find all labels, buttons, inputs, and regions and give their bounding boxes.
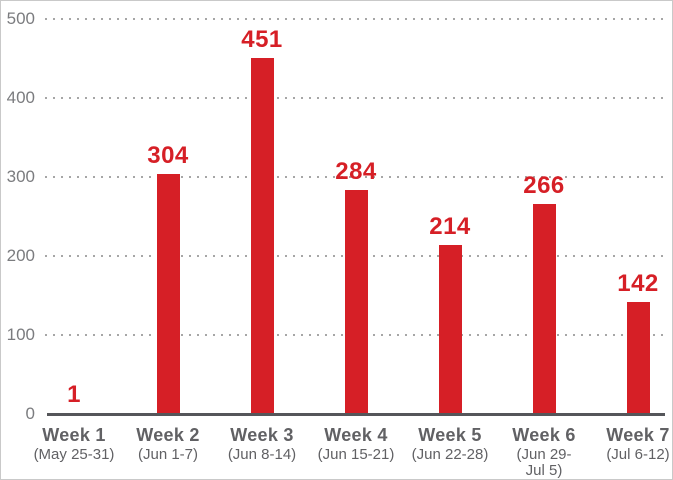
category-date-range-label: (Jun 8-14) (227, 446, 297, 463)
y-axis-tick-label-100: 100 (6, 325, 35, 344)
x-axis-category-label-week-4: Week 4 (Jun 15-21) (309, 424, 403, 463)
y-axis-tick-label-300: 300 (6, 167, 35, 186)
category-week-label: Week 4 (324, 425, 388, 445)
bar-week-3 (251, 58, 274, 414)
y-gridline-300 (45, 176, 665, 178)
y-gridline-400 (45, 97, 665, 99)
y-axis-tick-label-200: 200 (6, 246, 35, 265)
y-gridline-500 (45, 18, 665, 20)
category-date-range-label: (May 25-31) (33, 446, 115, 463)
y-axis-tick-label-400: 400 (6, 88, 35, 107)
bar-value-label-week-2: 304 (147, 142, 189, 169)
bar-week-2 (157, 174, 180, 414)
bar-value-label-week-4: 284 (335, 158, 377, 185)
bar-value-label-week-1: 1 (67, 381, 81, 408)
bar-value-label-week-3: 451 (241, 26, 283, 53)
x-axis-category-label-week-7: Week 7 (Jul 6-12) (591, 424, 672, 463)
category-week-label: Week 6 (512, 425, 576, 445)
x-axis-category-label-week-5: Week 5 (Jun 22-28) (403, 424, 497, 463)
category-week-label: Week 1 (42, 425, 106, 445)
bar-value-label-week-5: 214 (429, 213, 471, 240)
category-date-range-label: (Jun 1-7) (137, 446, 199, 463)
x-axis-category-label-week-1: Week 1 (May 25-31) (27, 424, 121, 463)
bar-week-4 (345, 190, 368, 414)
category-date-range-label: (Jun 22-28) (411, 446, 489, 463)
x-axis-line (47, 413, 665, 416)
category-week-label: Week 5 (418, 425, 482, 445)
y-axis-tick-label-0: 0 (25, 404, 35, 423)
bar-week-6 (533, 204, 556, 414)
x-axis-category-label-week-3: Week 3 (Jun 8-14) (215, 424, 309, 463)
x-axis-category-label-week-2: Week 2 (Jun 1-7) (121, 424, 215, 463)
bar-week-7 (627, 302, 650, 414)
category-week-label: Week 7 (606, 425, 670, 445)
category-date-range-label: (Jun 15-21) (317, 446, 395, 463)
category-week-label: Week 2 (136, 425, 200, 445)
bar-week-5 (439, 245, 462, 414)
category-date-range-label: (Jul 6-12) (606, 446, 670, 463)
category-week-label: Week 3 (230, 425, 294, 445)
x-axis-category-label-week-6: Week 6 (Jun 29- Jul 5) (497, 424, 591, 479)
category-date-range-label: (Jun 29- Jul 5) (516, 446, 572, 479)
bar-value-label-week-7: 142 (617, 270, 659, 297)
y-axis-tick-label-500: 500 (6, 9, 35, 28)
bar-value-label-week-6: 266 (523, 172, 565, 199)
